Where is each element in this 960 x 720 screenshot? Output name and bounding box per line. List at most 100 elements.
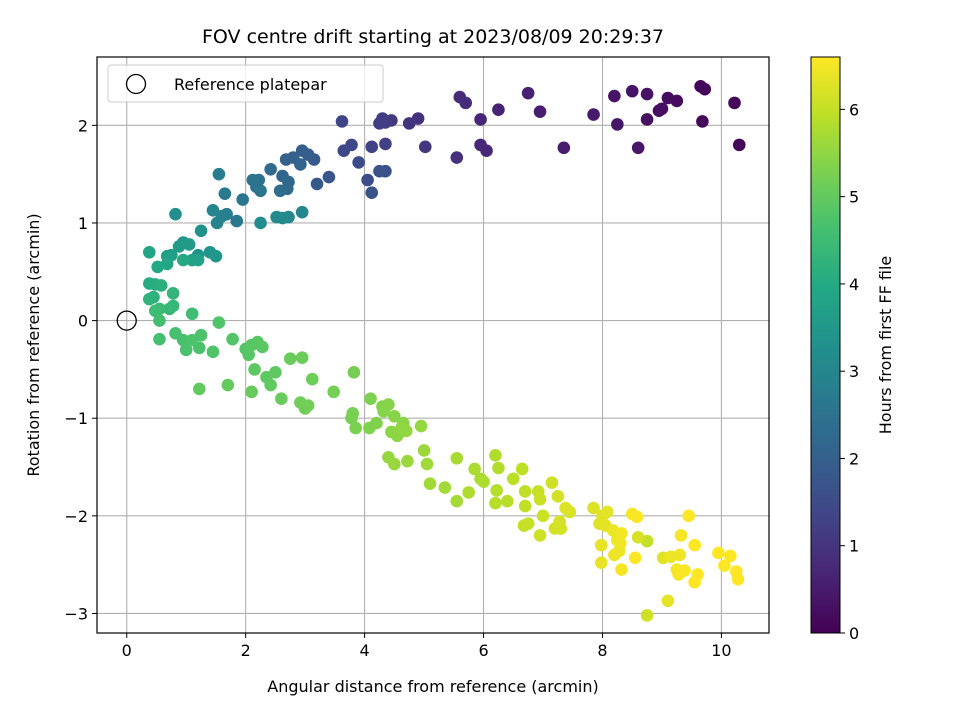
data-points: [116, 79, 746, 622]
data-point: [264, 378, 277, 392]
colorbar-label: Hours from first FF file: [876, 256, 895, 435]
data-point: [533, 529, 547, 542]
data-point: [450, 451, 464, 465]
data-point: [611, 118, 624, 131]
data-point: [226, 332, 239, 346]
data-point: [364, 392, 377, 405]
data-point: [724, 549, 737, 563]
data-point: [143, 245, 156, 259]
data-point: [732, 138, 746, 152]
data-point: [490, 484, 503, 497]
data-point: [179, 343, 193, 357]
x-tick-label: 2: [241, 641, 251, 660]
data-point: [678, 564, 691, 577]
data-point: [506, 472, 520, 486]
y-tick-label: 0: [78, 312, 88, 331]
x-tick-label: 4: [360, 641, 370, 660]
colorbar-ticks: 0 1 2 3 4 5 6: [840, 100, 859, 643]
data-point: [335, 115, 349, 128]
colorbar-tick-label: 6: [849, 100, 859, 119]
data-point: [420, 457, 434, 471]
data-point: [254, 216, 267, 230]
data-point: [169, 207, 182, 221]
data-point: [388, 457, 401, 471]
data-point: [218, 187, 232, 200]
data-point: [148, 304, 162, 318]
data-point: [279, 153, 293, 166]
data-point: [628, 551, 642, 565]
data-point: [349, 421, 362, 435]
x-tick-label: 6: [478, 641, 488, 660]
data-point: [347, 366, 361, 379]
data-point: [545, 476, 559, 489]
y-tick-label: 1: [78, 214, 88, 233]
data-point: [361, 173, 374, 187]
data-point: [230, 214, 244, 228]
data-point: [489, 496, 502, 510]
data-point: [379, 137, 392, 151]
data-point: [417, 444, 431, 457]
data-point: [185, 307, 199, 321]
data-point: [459, 96, 473, 110]
data-point: [365, 186, 379, 200]
legend-reference-marker: [125, 73, 147, 95]
data-point: [295, 351, 309, 364]
data-point: [327, 385, 340, 399]
data-point: [172, 240, 186, 253]
data-point: [399, 424, 413, 438]
data-point: [559, 501, 572, 515]
data-point: [295, 205, 309, 219]
data-point: [206, 345, 220, 359]
data-point: [661, 91, 675, 105]
data-point: [273, 184, 287, 198]
data-point: [418, 140, 432, 154]
data-point: [206, 203, 220, 217]
data-point: [365, 140, 379, 154]
data-point: [615, 563, 628, 576]
colorbar-gradient: [810, 56, 841, 634]
colorbar-tick-label: 1: [849, 537, 859, 556]
legend-entry-reference: Reference platepar: [174, 75, 327, 94]
data-point: [551, 490, 565, 503]
data-point: [373, 117, 386, 130]
data-point: [154, 279, 168, 292]
plot-frame: [96, 56, 770, 634]
data-point: [373, 164, 386, 178]
data-point: [450, 494, 464, 508]
data-point: [640, 87, 654, 101]
data-point: [337, 144, 351, 158]
data-point: [423, 477, 437, 490]
data-point: [242, 348, 255, 362]
data-point: [246, 173, 260, 187]
data-point: [270, 210, 283, 224]
data-point: [163, 302, 176, 316]
data-point: [294, 158, 307, 171]
data-point: [153, 332, 166, 346]
data-point: [245, 385, 258, 399]
data-point: [322, 170, 336, 184]
data-point: [305, 372, 319, 386]
data-point: [640, 113, 654, 126]
colorbar: 0 1 2 3 4 5 6 Hours from first FF file: [810, 56, 895, 643]
data-point: [674, 529, 688, 542]
axes: 0 2 4 6 8 10 −3 −2 −1 0 1 2: [64, 116, 731, 660]
data-point: [382, 398, 395, 411]
x-tick-label: 0: [122, 641, 132, 660]
data-point: [468, 462, 481, 476]
data-point: [587, 108, 600, 121]
data-point: [698, 82, 712, 96]
data-point: [712, 546, 725, 560]
data-point: [594, 556, 608, 570]
data-point: [275, 392, 288, 405]
colorbar-tick-label: 3: [849, 362, 859, 381]
data-point: [594, 538, 608, 552]
data-point: [194, 224, 208, 238]
colorbar-tick-label: 2: [849, 449, 859, 468]
x-tick-label: 8: [597, 641, 607, 660]
data-point: [143, 292, 156, 306]
data-point: [210, 216, 224, 230]
x-axis-label: Angular distance from reference (arcmin): [267, 677, 598, 696]
legend: Reference platepar: [107, 64, 384, 103]
chart-title: FOV centre drift starting at 2023/08/09 …: [202, 26, 664, 48]
grid: [97, 57, 769, 633]
